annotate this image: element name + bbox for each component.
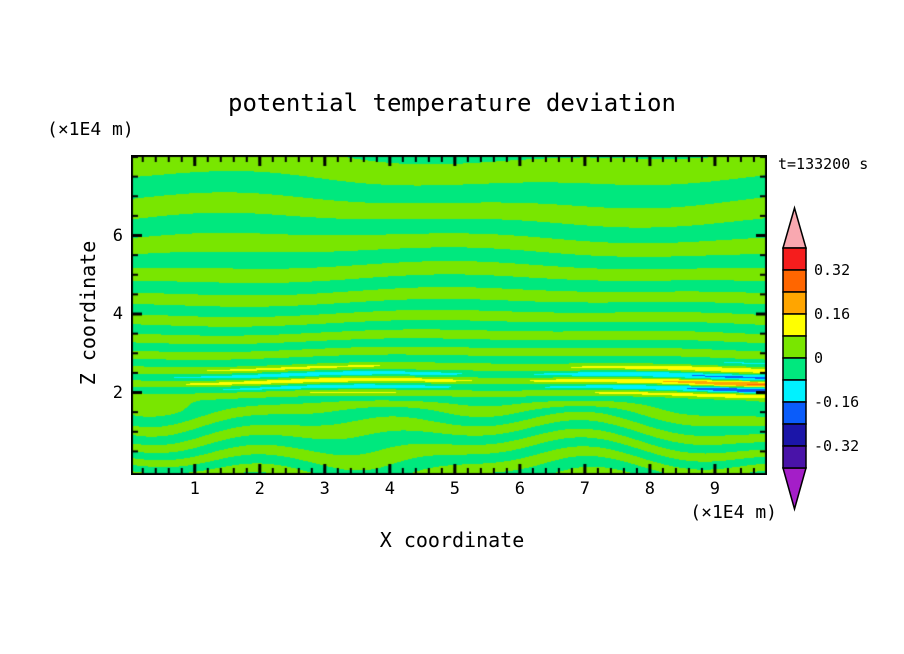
colorbar-block: [782, 379, 807, 403]
x-tick-label: 2: [254, 479, 265, 499]
colorbar-label: -0.16: [814, 393, 859, 411]
z-tick-label: 2: [112, 382, 123, 403]
colorbar-block: [782, 313, 807, 337]
colorbar-label: -0.32: [814, 437, 859, 455]
x-tick-label: 9: [709, 479, 721, 499]
colorbar-arrow-down: [782, 467, 807, 512]
colorbar-block: [782, 357, 807, 381]
colorbar-block: [782, 401, 807, 425]
colorbar-block: [782, 445, 807, 469]
colorbar: 0.32 0.16 0 -0.16 -0.32: [782, 205, 859, 512]
contour-plot-canvas: [131, 155, 767, 475]
x-tick-label: 3: [319, 479, 330, 499]
x-axis-title: X coordinate: [379, 528, 525, 552]
colorbar-block: [782, 247, 807, 271]
x-tick-label: 6: [514, 479, 525, 499]
x-tick-label: 4: [384, 479, 395, 499]
x-axis-unit-label: (×1E4 m): [690, 502, 777, 523]
z-axis-unit-label: (×1E4 m): [47, 119, 134, 140]
z-tick-label: 4: [112, 304, 123, 325]
colorbar-block: [782, 291, 807, 315]
colorbar-label: 0: [814, 349, 823, 367]
colorbar-block: [782, 335, 807, 359]
chart-title: potential temperature deviation: [228, 89, 676, 117]
colorbar-label: 0.16: [814, 305, 850, 323]
colorbar-arrow-up: [782, 205, 807, 249]
colorbar-block: [782, 269, 807, 293]
z-tick-label: 6: [112, 225, 123, 246]
z-axis-title: Z coordinate: [76, 240, 100, 386]
x-tick-label: 5: [449, 479, 460, 499]
x-tick-label: 7: [579, 479, 591, 499]
x-tick-label: 8: [644, 479, 656, 499]
time-annotation: t=133200 s: [778, 155, 869, 173]
colorbar-label: 0.32: [814, 261, 850, 279]
colorbar-block: [782, 423, 807, 447]
x-tick-label: 1: [189, 479, 200, 499]
